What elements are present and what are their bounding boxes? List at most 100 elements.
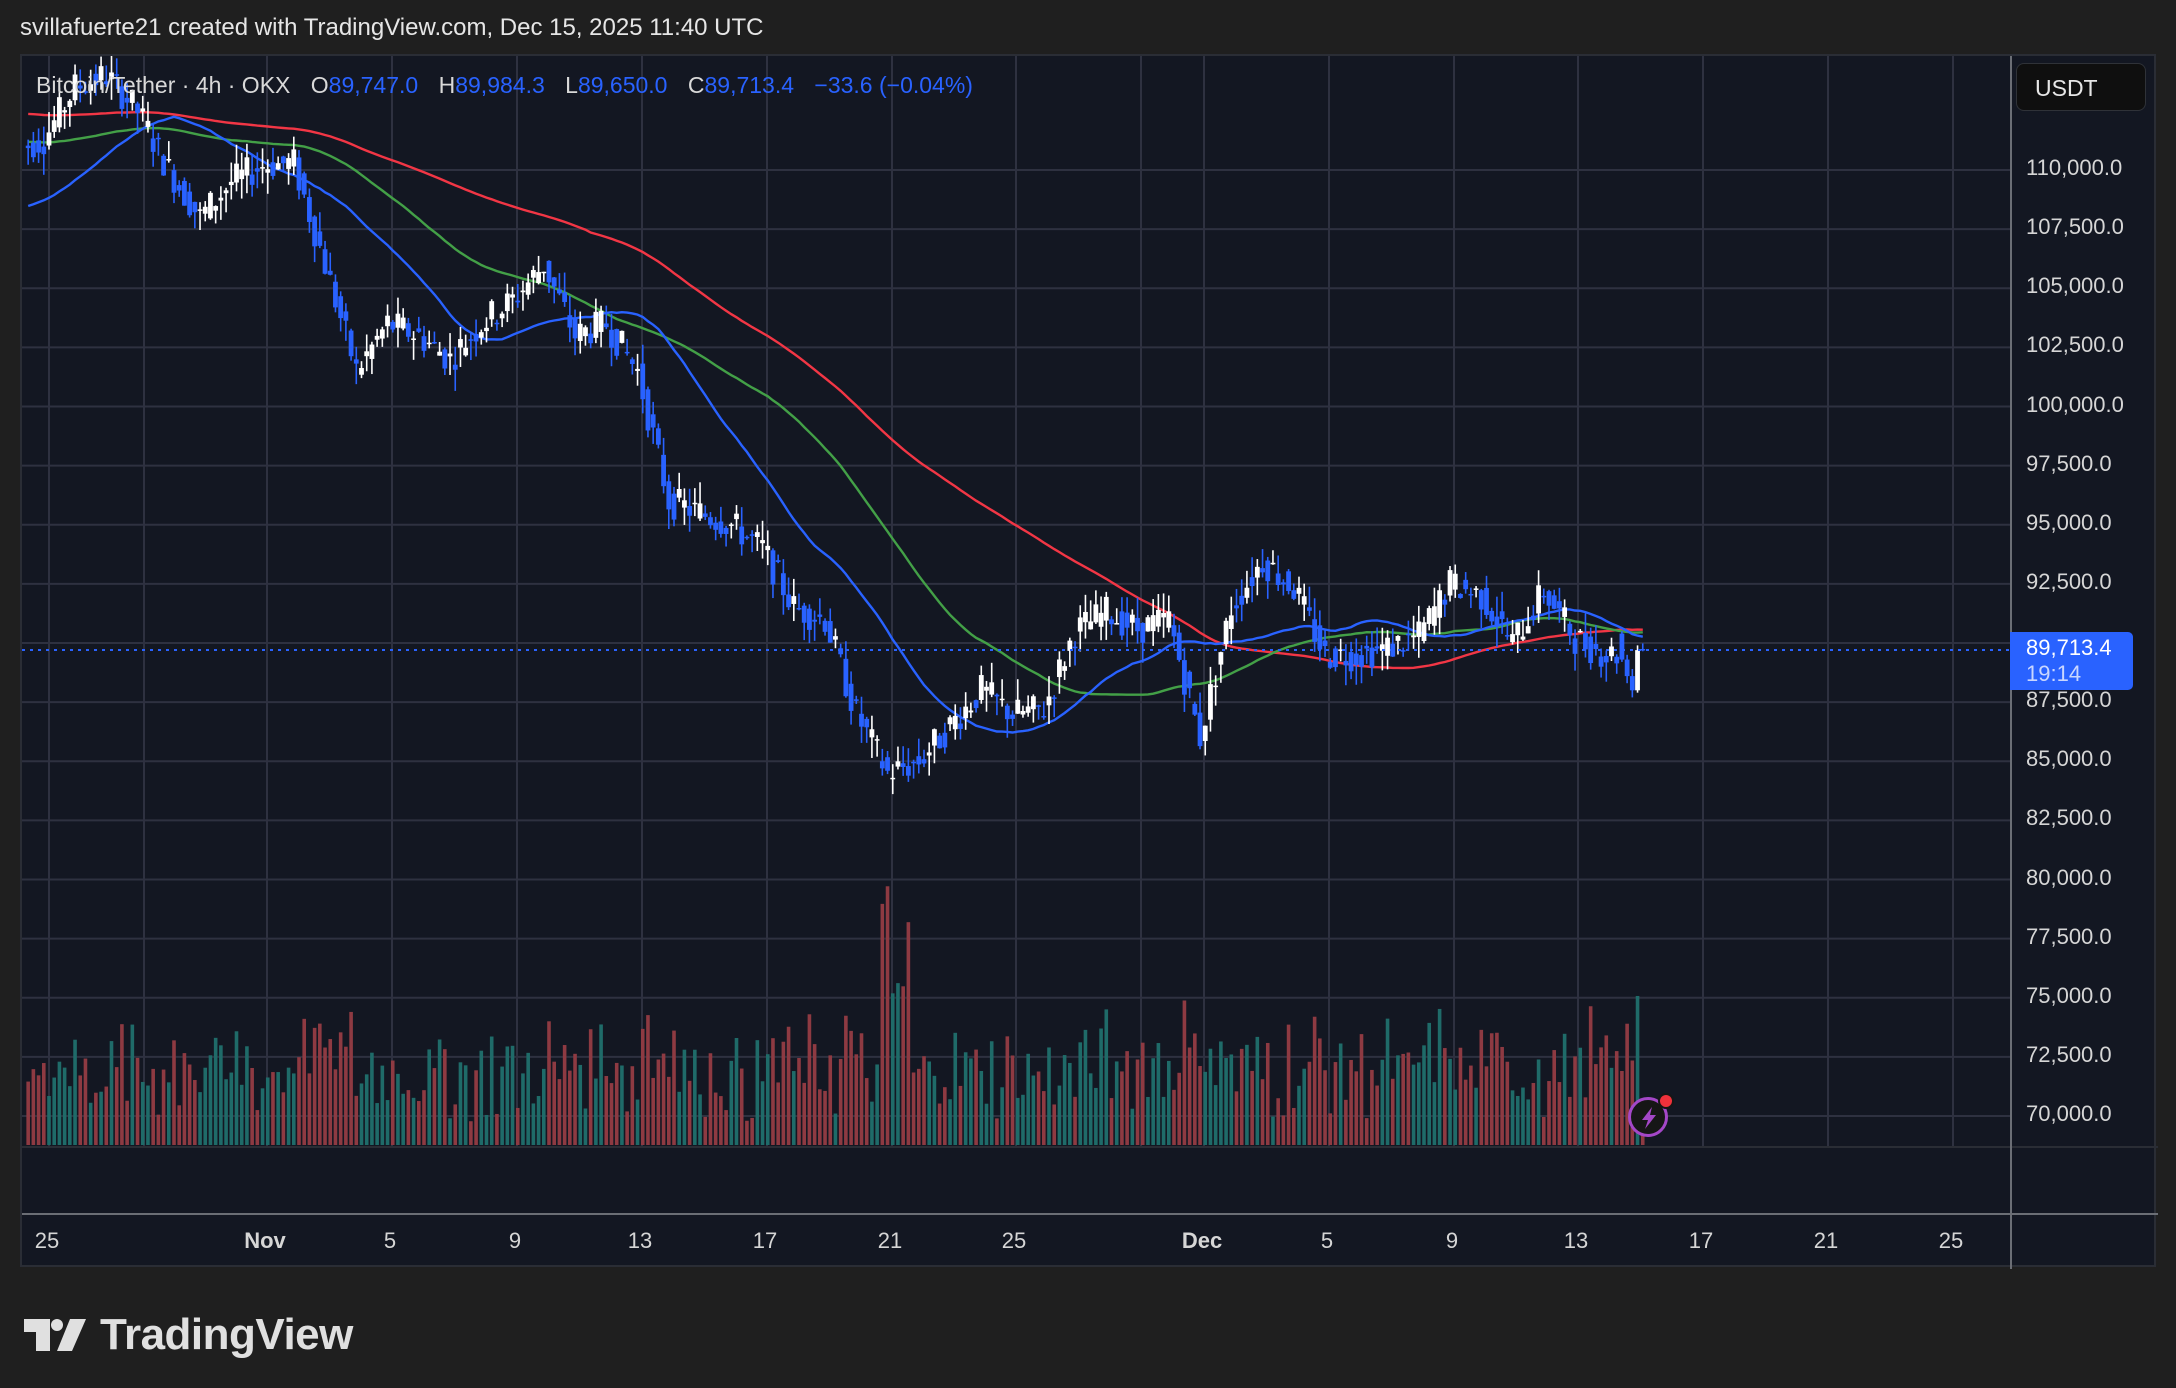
volume-bar — [125, 1100, 129, 1145]
volume-bar — [213, 1037, 218, 1145]
volume-bar — [620, 1065, 624, 1145]
volume-bar — [1312, 1016, 1317, 1145]
volume-bar — [432, 1068, 437, 1145]
candle-body — [489, 301, 495, 320]
price-axis-label: 87,500.0 — [2026, 687, 2112, 713]
volume-bar — [500, 1066, 504, 1145]
volume-bar — [594, 1078, 598, 1145]
volume-bar — [937, 1103, 942, 1145]
volume-bar — [729, 1060, 734, 1145]
candle-body — [385, 315, 390, 327]
volume-bar — [1026, 1053, 1030, 1145]
candle-body — [296, 157, 302, 191]
candle-body — [1494, 616, 1500, 627]
candle-body — [520, 290, 526, 293]
tradingview-logo[interactable]: TradingView — [24, 1310, 353, 1360]
candle-body — [1489, 610, 1495, 622]
candle-body — [1421, 622, 1427, 642]
candle-body — [83, 91, 88, 93]
symbol-title[interactable]: Bitcoin/Tether · 4h · OKX — [36, 72, 291, 98]
volume-bar — [443, 1049, 447, 1145]
candle-body — [1254, 566, 1260, 578]
volume-bar — [1057, 1085, 1062, 1145]
volume-bar — [140, 1081, 145, 1145]
candle-body — [557, 289, 562, 294]
volume-bar — [156, 1114, 161, 1145]
chart-canvas[interactable] — [22, 56, 2158, 1269]
candle-body — [369, 344, 375, 359]
candle-body — [1405, 633, 1411, 636]
candle-body — [994, 694, 1000, 697]
candle-body — [958, 723, 963, 729]
volume-bar — [870, 1101, 874, 1145]
volume-bar — [776, 1082, 780, 1145]
candle-body — [676, 489, 682, 498]
candle-body — [1020, 710, 1026, 715]
candle-body — [1291, 590, 1297, 599]
candle-body — [36, 140, 41, 153]
volume-bar — [1469, 1065, 1473, 1145]
volume-bar — [182, 1053, 187, 1145]
candle-body — [41, 146, 47, 155]
volume-bar — [604, 1076, 609, 1145]
volume-bar — [833, 1113, 838, 1145]
volume-bar — [890, 993, 895, 1145]
candle-body — [796, 607, 802, 610]
candle-body — [869, 729, 875, 738]
candle-body — [1583, 632, 1588, 650]
candle-body — [135, 103, 140, 113]
candle-body — [1171, 625, 1177, 637]
candle-body — [843, 658, 849, 697]
volume-bar — [1146, 1096, 1150, 1145]
candle-body — [697, 503, 703, 519]
candle-body — [338, 296, 344, 319]
notification-dot — [1658, 1093, 1674, 1109]
candle-body — [390, 321, 396, 330]
candle-body — [447, 353, 453, 357]
volume-bar — [916, 1068, 921, 1145]
volume-bar — [1411, 1064, 1416, 1145]
volume-bar — [1489, 1033, 1494, 1145]
candle-body — [530, 270, 536, 278]
candle-body — [452, 364, 458, 370]
candle-body — [405, 323, 411, 337]
volume-bar — [635, 1099, 640, 1145]
time-axis-label: 25 — [1001, 1228, 1027, 1253]
volume-bar — [489, 1036, 494, 1145]
candle-body — [213, 206, 219, 211]
candle-body — [1520, 636, 1526, 640]
candle-body — [187, 191, 193, 216]
time-axis-label: 13 — [1563, 1228, 1589, 1253]
volume-bar — [312, 1027, 317, 1145]
currency-button[interactable]: USDT — [2016, 63, 2146, 111]
candle-body — [77, 85, 83, 89]
volume-bar — [484, 1114, 489, 1145]
candle-body — [661, 454, 666, 487]
candle-body — [853, 699, 859, 701]
candle-body — [1140, 623, 1146, 643]
chart-frame[interactable] — [20, 54, 2158, 1269]
volume-bar — [83, 1058, 88, 1145]
volume-bar — [765, 1054, 770, 1145]
candle-body — [682, 500, 687, 508]
volume-bar — [416, 1101, 421, 1145]
candle-body — [1270, 562, 1276, 565]
volume-bar — [422, 1090, 426, 1145]
price-axis-label: 110,000.0 — [2026, 155, 2123, 180]
candle-body — [567, 315, 573, 328]
volume-bar — [547, 1021, 551, 1145]
price-axis-label: 72,500.0 — [2026, 1041, 2112, 1067]
volume-bar — [1151, 1058, 1155, 1145]
volume-bar — [526, 1052, 530, 1145]
volume-bar — [203, 1067, 208, 1145]
candle-body — [1432, 606, 1437, 626]
candle-body — [692, 502, 698, 505]
volume-bar — [703, 1116, 708, 1145]
volume-bar — [1385, 1018, 1390, 1145]
alerts-lightning-button[interactable] — [1628, 1093, 1674, 1137]
candle-body — [353, 359, 359, 364]
volume-bar — [187, 1064, 192, 1145]
volume-bar — [151, 1068, 155, 1145]
volume-bar — [1203, 1071, 1208, 1145]
candle-body — [1499, 611, 1505, 620]
